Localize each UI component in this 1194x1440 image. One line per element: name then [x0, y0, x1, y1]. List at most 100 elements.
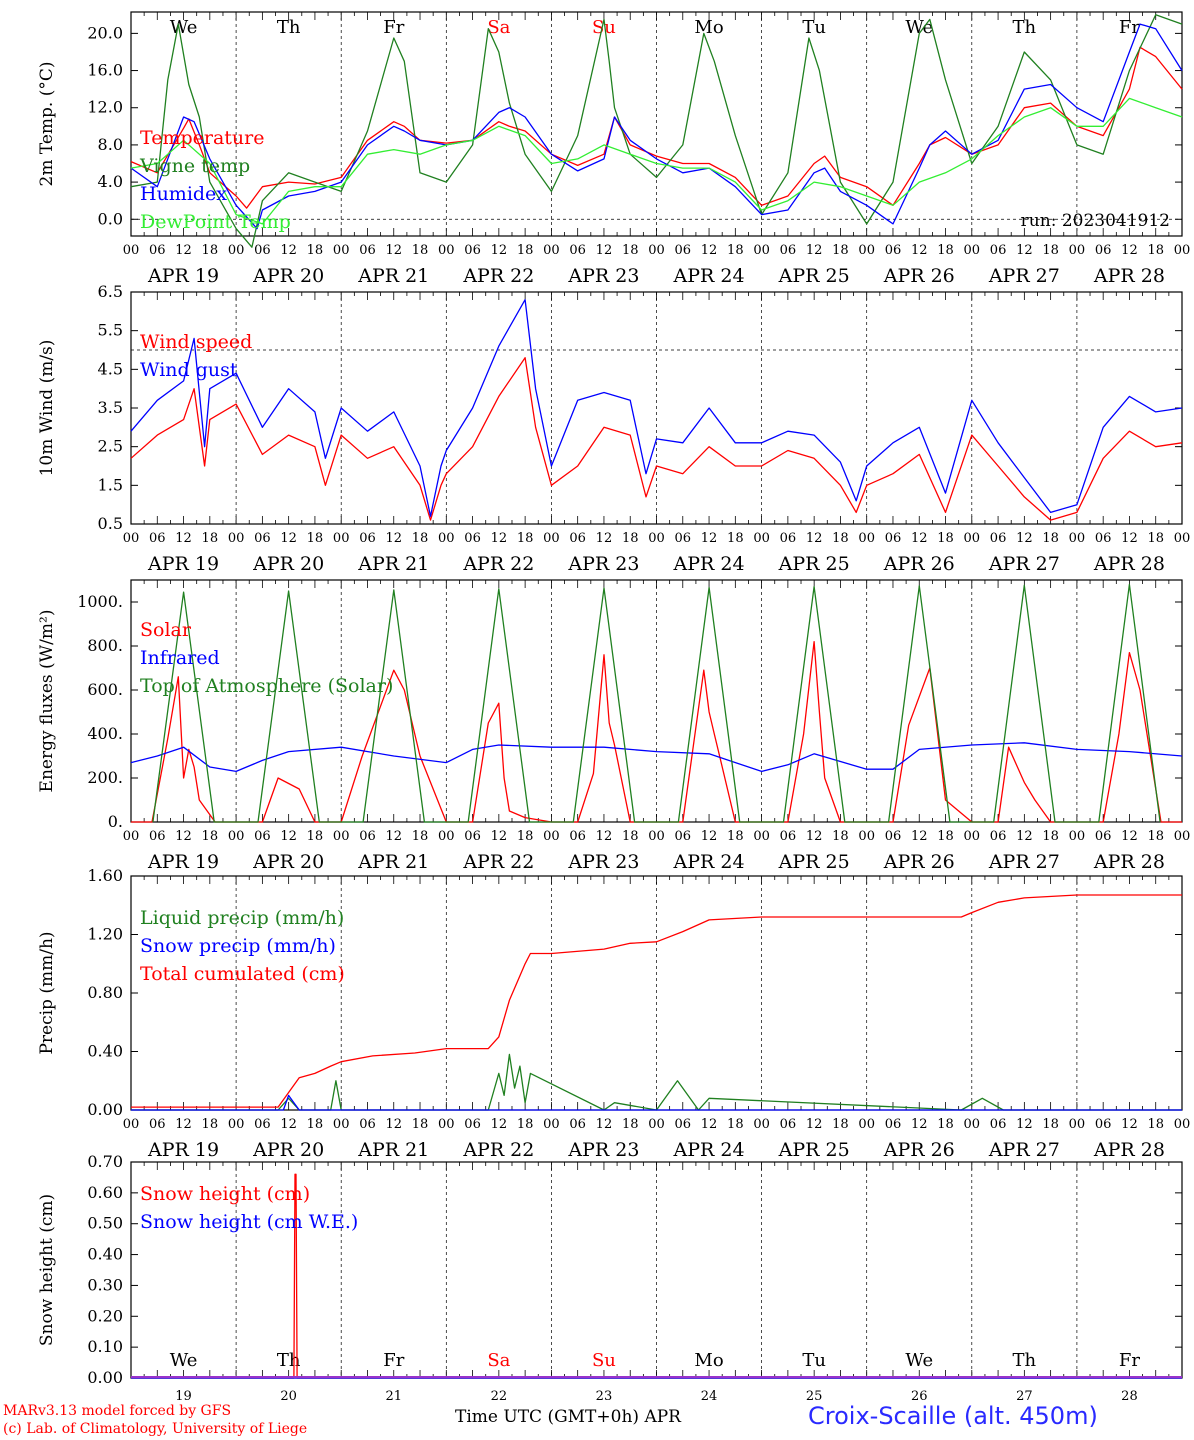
series-line-wind-speed — [130, 357, 1183, 521]
hour-tick-label: 00 — [1174, 1117, 1191, 1132]
series-line-top-of-atmosphere-solar — [152, 583, 1161, 823]
hour-tick-label: 00 — [648, 1117, 665, 1132]
weekday-label: Su — [592, 17, 616, 38]
hour-tick-label: 18 — [937, 829, 954, 844]
hour-tick-label: 12 — [385, 243, 402, 258]
hour-tick-label: 12 — [806, 829, 823, 844]
weekday-label: Th — [1013, 17, 1037, 38]
date-label: APR 22 — [462, 553, 534, 575]
date-label: APR 26 — [883, 1139, 955, 1161]
hour-tick-label: 00 — [438, 1117, 455, 1132]
hour-tick-label: 06 — [569, 531, 586, 546]
weekday-label: We — [170, 17, 198, 38]
hour-tick-label: 00 — [1069, 829, 1086, 844]
y-tick-label: 1000. — [77, 592, 123, 611]
date-label: APR 20 — [252, 851, 324, 873]
hour-tick-label: 06 — [780, 1117, 797, 1132]
hour-tick-label: 18 — [832, 829, 849, 844]
y-tick-label: 0.60 — [87, 1183, 123, 1202]
weekday-label: Fr — [383, 17, 404, 38]
legend-entry-vigne-temp: Vigne temp — [139, 155, 250, 177]
date-label: APR 23 — [567, 1139, 639, 1161]
hour-tick-label: 06 — [464, 531, 481, 546]
hour-tick-label: 12 — [175, 243, 192, 258]
hour-tick-label: 12 — [911, 1117, 928, 1132]
hour-tick-label: 18 — [832, 243, 849, 258]
y-tick-label: 0.80 — [87, 983, 123, 1002]
hour-tick-label: 12 — [1016, 829, 1033, 844]
hour-tick-label: 18 — [727, 1117, 744, 1132]
y-axis-label: Energy fluxes (W/m²) — [37, 610, 57, 793]
hour-tick-label: 12 — [385, 829, 402, 844]
y-tick-label: 600. — [87, 680, 123, 699]
hour-tick-label: 18 — [622, 1117, 639, 1132]
hour-tick-label: 00 — [543, 243, 560, 258]
date-label: APR 19 — [147, 851, 219, 873]
date-label: APR 24 — [673, 553, 745, 575]
hour-tick-label: 12 — [280, 531, 297, 546]
hour-tick-label: 00 — [438, 243, 455, 258]
hour-tick-label: 06 — [1095, 531, 1112, 546]
weekday-label: Su — [592, 1350, 616, 1371]
hour-tick-label: 12 — [1016, 531, 1033, 546]
hour-tick-label: 06 — [990, 531, 1007, 546]
series-line-vigne-temp — [130, 14, 1183, 248]
hour-tick-label: 18 — [832, 1117, 849, 1132]
legend-entry-snow-height-cm: Snow height (cm) — [140, 1183, 310, 1205]
hour-tick-label: 00 — [543, 829, 560, 844]
hour-tick-label: 06 — [359, 829, 376, 844]
y-tick-label: 800. — [87, 636, 123, 655]
hour-tick-label: 00 — [753, 1117, 770, 1132]
model-credit: MARv3.13 model forced by GFS — [3, 1403, 232, 1419]
date-label: APR 28 — [1093, 851, 1165, 873]
day-number-label: 19 — [175, 1389, 192, 1404]
weekday-label: Th — [277, 17, 301, 38]
hour-tick-label: 12 — [175, 1117, 192, 1132]
hour-tick-label: 18 — [1042, 531, 1059, 546]
hour-tick-label: 00 — [438, 829, 455, 844]
date-label: APR 23 — [567, 851, 639, 873]
y-tick-label: 20.0 — [87, 23, 123, 42]
hour-tick-label: 00 — [964, 829, 981, 844]
day-number-label: 25 — [806, 1389, 823, 1404]
hour-tick-label: 18 — [1042, 829, 1059, 844]
hour-tick-label: 18 — [202, 531, 219, 546]
hour-tick-label: 00 — [858, 829, 875, 844]
hour-tick-label: 00 — [543, 531, 560, 546]
date-label: APR 26 — [883, 265, 955, 287]
hour-tick-label: 00 — [648, 243, 665, 258]
hour-tick-label: 18 — [1147, 829, 1164, 844]
hour-tick-label: 18 — [202, 1117, 219, 1132]
hour-tick-label: 06 — [675, 243, 692, 258]
hour-tick-label: 18 — [622, 243, 639, 258]
hour-tick-label: 00 — [123, 531, 140, 546]
hour-tick-label: 00 — [123, 1117, 140, 1132]
y-tick-label: 1.5 — [98, 475, 123, 494]
legend-entry-total-cumulated-cm: Total cumulated (cm) — [140, 963, 345, 985]
hour-tick-label: 06 — [359, 243, 376, 258]
hour-tick-label: 00 — [1174, 531, 1191, 546]
hour-tick-label: 12 — [175, 531, 192, 546]
hour-tick-label: 06 — [675, 531, 692, 546]
hour-tick-label: 06 — [254, 829, 271, 844]
hour-tick-label: 00 — [858, 1117, 875, 1132]
y-tick-label: 4.0 — [98, 172, 123, 191]
legend-entry-snow-height-cm-w-e: Snow height (cm W.E.) — [140, 1211, 358, 1233]
time-axis-label: Time UTC (GMT+0h) APR — [455, 1407, 681, 1427]
weekday-label: Mo — [694, 17, 723, 38]
hour-tick-label: 06 — [885, 531, 902, 546]
date-label: APR 27 — [988, 851, 1060, 873]
hour-tick-label: 00 — [1069, 243, 1086, 258]
y-tick-label: 12.0 — [87, 98, 123, 117]
panel-5: 0.70 0.60 0.50 0.40 0.30 0.20 0.10 0.00 Snow hei… — [37, 1152, 1183, 1404]
hour-tick-label: 06 — [885, 829, 902, 844]
hour-tick-label: 18 — [412, 243, 429, 258]
hour-tick-label: 18 — [412, 829, 429, 844]
hour-tick-label: 00 — [753, 829, 770, 844]
hour-tick-label: 06 — [990, 829, 1007, 844]
y-tick-label: 200. — [87, 768, 123, 787]
hour-tick-label: 18 — [937, 531, 954, 546]
legend-entry-snow-precip-mm-h: Snow precip (mm/h) — [140, 935, 336, 957]
hour-tick-label: 06 — [359, 1117, 376, 1132]
hour-tick-label: 06 — [464, 829, 481, 844]
